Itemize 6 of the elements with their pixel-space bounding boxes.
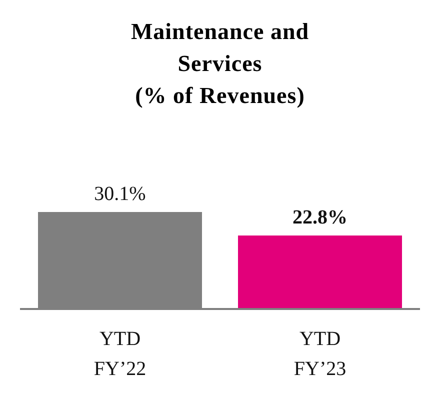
data-label: 22.8% (292, 206, 348, 229)
data-label: 30.1% (94, 183, 146, 205)
x-tick-label: YTD FY’23 (294, 328, 346, 380)
chart-subtitle: (% of Revenues) (134, 82, 306, 110)
x-tick-label: YTD FY’22 (94, 328, 146, 380)
chart-title: Maintenance and Services (130, 18, 310, 78)
